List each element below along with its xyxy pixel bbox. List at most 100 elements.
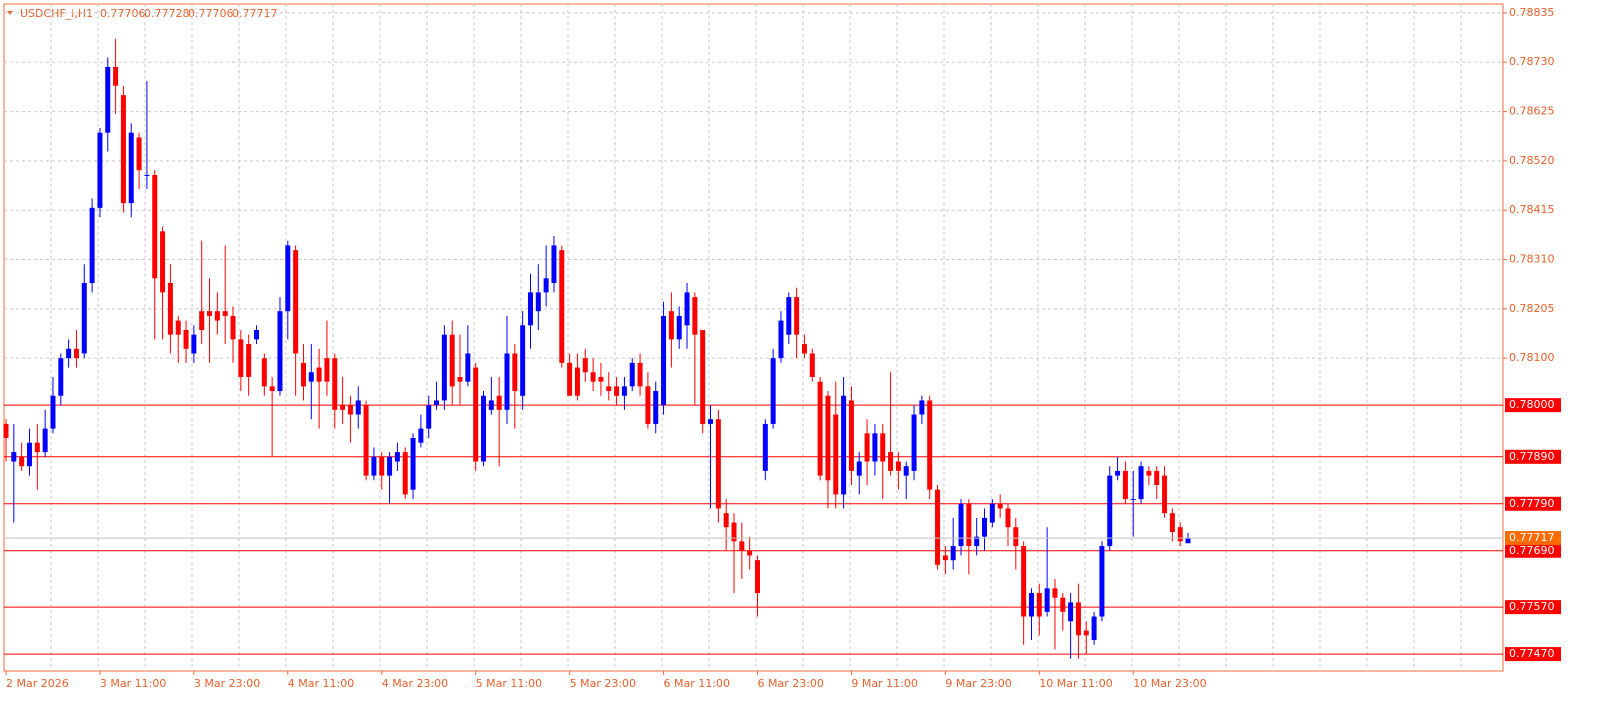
- candle-body: [1107, 475, 1113, 547]
- candle-body: [574, 367, 580, 396]
- x-tick-label: 2 Mar 2026: [6, 677, 69, 690]
- y-tick-label: 0.78625: [1509, 105, 1555, 118]
- candle-body: [645, 386, 651, 424]
- candle-body: [222, 311, 228, 316]
- candle-body: [175, 320, 181, 335]
- candle-body: [332, 358, 338, 410]
- candle-body: [1122, 470, 1128, 500]
- candle-body: [316, 367, 322, 382]
- candle-body: [1185, 538, 1191, 544]
- candle-body: [825, 395, 831, 481]
- candle-body: [50, 395, 56, 429]
- x-tick-label: 5 Mar 23:00: [570, 677, 636, 690]
- candle-body: [1146, 470, 1152, 476]
- candle-body: [1154, 470, 1160, 485]
- candle-body: [285, 245, 291, 312]
- candle-body: [387, 456, 393, 476]
- candle-body: [42, 428, 48, 453]
- candle-body: [261, 358, 267, 387]
- candle-body: [770, 358, 776, 424]
- candle-body: [207, 311, 213, 316]
- level-label: 0.77570: [1509, 600, 1555, 613]
- level-label-box: [1505, 600, 1561, 615]
- y-tick-label: 0.78100: [1509, 351, 1555, 364]
- level-label-box: [1505, 398, 1561, 413]
- candle-body: [105, 66, 111, 133]
- y-tick-label: 0.78205: [1509, 302, 1555, 315]
- bid-label-box: [1505, 531, 1561, 546]
- candle-body: [488, 400, 494, 410]
- header-title: USDCHF_i,H1: [20, 7, 93, 20]
- candle-body: [1028, 593, 1034, 617]
- candle-body: [3, 423, 9, 439]
- candle-body: [199, 311, 205, 330]
- candle-body: [1138, 466, 1144, 500]
- candle-body: [966, 503, 972, 547]
- candle-body: [1052, 588, 1058, 598]
- candle-body: [1169, 513, 1175, 532]
- level-label: 0.77790: [1509, 497, 1555, 510]
- candle-body: [942, 555, 948, 561]
- candle-body: [113, 66, 119, 86]
- candle-body: [754, 560, 760, 594]
- candle-body: [73, 348, 79, 359]
- candle-body: [402, 452, 408, 495]
- candle-body: [747, 550, 753, 556]
- x-tick-label: 9 Mar 11:00: [851, 677, 917, 690]
- candle-body: [1099, 546, 1105, 617]
- candle-body: [238, 339, 244, 377]
- candle-body: [1177, 527, 1183, 542]
- candle-body: [449, 334, 455, 387]
- candle-body: [465, 353, 471, 382]
- candle-body: [1005, 508, 1011, 528]
- candle-body: [410, 438, 416, 490]
- candle-body: [590, 372, 596, 382]
- x-tick-label: 5 Mar 11:00: [476, 677, 542, 690]
- candle-body: [856, 461, 862, 476]
- candle-body: [363, 405, 369, 476]
- candle-body: [661, 315, 667, 406]
- candle-body: [277, 311, 283, 392]
- candle-body: [481, 395, 487, 462]
- candle-body: [144, 174, 150, 176]
- candle-body: [614, 386, 620, 396]
- candle-body: [684, 292, 690, 326]
- level-label: 0.78000: [1509, 398, 1555, 411]
- candle-body: [841, 395, 847, 495]
- candle-body: [731, 522, 737, 542]
- candle-body: [895, 461, 901, 471]
- candle-body: [911, 414, 917, 471]
- y-tick-label: 0.78520: [1509, 154, 1555, 167]
- candle-body: [253, 329, 259, 340]
- candle-body: [379, 456, 385, 476]
- candle-body: [308, 372, 314, 382]
- plot-frame: [3, 3, 1504, 672]
- candle-body: [637, 362, 643, 387]
- candle-body: [527, 292, 533, 326]
- level-label: 0.77690: [1509, 544, 1555, 557]
- candle-body: [817, 381, 823, 476]
- candle-body: [762, 423, 768, 471]
- level-label-box: [1505, 647, 1561, 662]
- candle-body: [543, 278, 549, 293]
- candle-body: [958, 503, 964, 547]
- level-label: 0.77890: [1509, 450, 1555, 463]
- y-tick-label: 0.78730: [1509, 55, 1555, 68]
- candle-body: [26, 442, 32, 467]
- x-tick-label: 3 Mar 11:00: [100, 677, 166, 690]
- candle-body: [1044, 588, 1050, 612]
- candle-body: [739, 541, 745, 551]
- candle-body: [950, 546, 956, 561]
- candle-body: [1036, 593, 1042, 617]
- candle-body: [1021, 546, 1027, 617]
- candle-body: [269, 386, 275, 392]
- candle-body: [120, 95, 126, 204]
- header-value: 0.77717: [232, 7, 278, 20]
- candle-body: [535, 292, 541, 312]
- candle-body: [426, 405, 432, 429]
- candle-body: [715, 419, 721, 509]
- candle-body: [1130, 499, 1136, 501]
- candle-body: [668, 311, 674, 340]
- candle-body: [778, 320, 784, 359]
- candle-body: [786, 297, 792, 335]
